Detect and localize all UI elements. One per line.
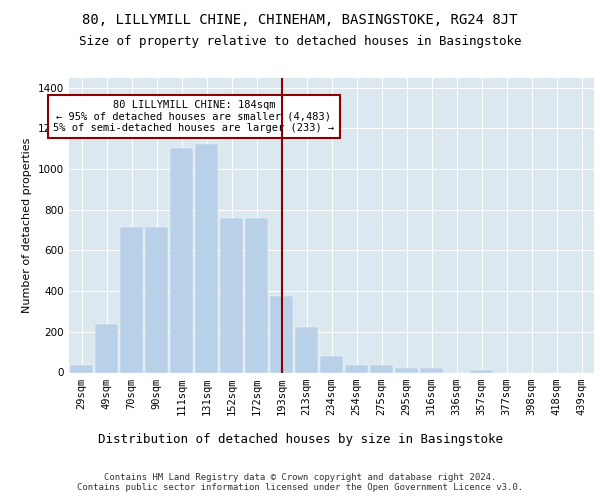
Bar bbox=[345, 366, 368, 372]
Text: Size of property relative to detached houses in Basingstoke: Size of property relative to detached ho… bbox=[79, 35, 521, 48]
Bar bbox=[120, 226, 143, 372]
Text: Distribution of detached houses by size in Basingstoke: Distribution of detached houses by size … bbox=[97, 432, 503, 446]
Text: 80, LILLYMILL CHINE, CHINEHAM, BASINGSTOKE, RG24 8JT: 80, LILLYMILL CHINE, CHINEHAM, BASINGSTO… bbox=[82, 12, 518, 26]
Bar bbox=[270, 296, 293, 372]
Bar bbox=[95, 324, 118, 372]
Bar bbox=[370, 366, 393, 372]
Y-axis label: Number of detached properties: Number of detached properties bbox=[22, 138, 32, 312]
Bar bbox=[70, 366, 93, 372]
Bar bbox=[420, 368, 443, 372]
Bar bbox=[220, 218, 243, 372]
Text: Contains HM Land Registry data © Crown copyright and database right 2024.
Contai: Contains HM Land Registry data © Crown c… bbox=[77, 472, 523, 492]
Text: 80 LILLYMILL CHINE: 184sqm
← 95% of detached houses are smaller (4,483)
5% of se: 80 LILLYMILL CHINE: 184sqm ← 95% of deta… bbox=[53, 100, 335, 133]
Bar bbox=[395, 368, 418, 372]
Bar bbox=[320, 356, 343, 372]
Bar bbox=[470, 370, 493, 372]
Bar bbox=[170, 148, 193, 372]
Bar bbox=[145, 226, 168, 372]
Bar bbox=[245, 218, 268, 372]
Bar bbox=[195, 144, 218, 372]
Bar bbox=[295, 326, 318, 372]
